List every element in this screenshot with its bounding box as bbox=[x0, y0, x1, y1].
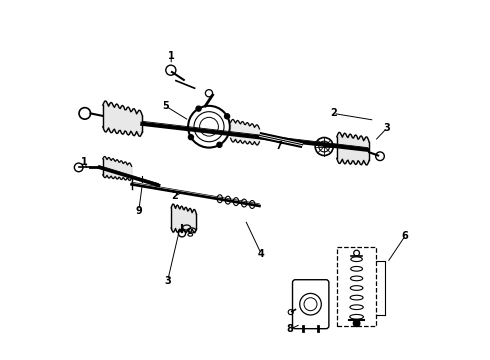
Bar bbox=[337, 247, 376, 326]
Text: 7: 7 bbox=[276, 141, 283, 151]
Text: 2: 2 bbox=[172, 191, 178, 201]
Text: 8: 8 bbox=[287, 324, 294, 334]
Text: 6: 6 bbox=[402, 231, 409, 241]
Text: 3: 3 bbox=[384, 123, 391, 133]
Text: 4: 4 bbox=[258, 249, 265, 259]
Text: 9: 9 bbox=[135, 206, 142, 216]
Text: 5: 5 bbox=[162, 101, 169, 111]
Text: 2: 2 bbox=[330, 108, 337, 118]
Text: 1: 1 bbox=[168, 51, 174, 61]
Circle shape bbox=[224, 114, 230, 119]
Text: 1: 1 bbox=[81, 157, 88, 167]
Circle shape bbox=[353, 320, 360, 327]
Circle shape bbox=[217, 142, 222, 147]
Circle shape bbox=[196, 106, 201, 111]
Text: 3: 3 bbox=[164, 276, 171, 286]
Circle shape bbox=[188, 135, 194, 140]
